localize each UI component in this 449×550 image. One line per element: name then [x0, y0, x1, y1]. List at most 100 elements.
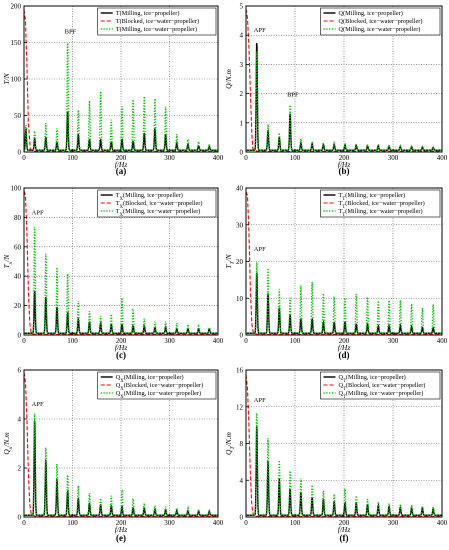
x-axis-label: f/Hz — [115, 343, 128, 352]
y-tick-label: 0 — [18, 149, 22, 157]
y-tick-label: 6 — [18, 367, 22, 375]
y-tick-label: 30 — [236, 221, 244, 229]
x-tick-label: 100 — [67, 154, 78, 162]
legend-label: QX(Milling, ice−water−propeller) — [116, 390, 201, 400]
x-tick-label: 200 — [339, 337, 350, 345]
y-tick-label: 0 — [18, 514, 22, 522]
y-tick-label: 3 — [240, 61, 244, 69]
peak-annotation: BPF — [287, 91, 299, 98]
legend-box — [97, 371, 217, 400]
legend-label: Q(Milling, ice−water−propeller) — [338, 26, 420, 33]
x-tick-label: 400 — [437, 337, 448, 345]
x-tick-label: 300 — [388, 519, 399, 527]
legend-label: T(Milling, ice−propeller) — [116, 10, 180, 17]
series-line-3 — [246, 262, 442, 334]
x-tick-label: 400 — [213, 154, 224, 162]
y-axis-label: TT/N — [224, 253, 236, 268]
y-tick-label: 4 — [18, 416, 22, 424]
y-tick-label: 0 — [240, 514, 244, 522]
legend-label: QT(Blocked, ice−water−propeller) — [338, 382, 425, 392]
x-tick-label: 300 — [388, 154, 399, 162]
legend-label: T(Milling, ice−water−propeller) — [116, 26, 197, 33]
legend-label: TX(Milling, ice−propeller) — [116, 192, 183, 202]
y-tick-label: 40 — [14, 273, 22, 281]
y-tick-label: 60 — [14, 243, 22, 251]
panel-label: (a) — [116, 166, 127, 176]
series-line-2 — [245, 374, 442, 517]
x-tick-label: 400 — [437, 154, 448, 162]
x-tick-label: 100 — [290, 519, 301, 527]
peak-annotation: BPF — [65, 29, 77, 36]
legend-label: TT(Blocked, ice−water−propeller) — [338, 200, 424, 210]
y-tick-label: 4 — [240, 477, 244, 485]
y-tick-label: 80 — [14, 214, 22, 222]
series-line-3 — [246, 413, 442, 516]
x-tick-label: 100 — [290, 337, 301, 345]
y-tick-label: 8 — [240, 440, 244, 448]
legend-label: QX(Milling, ice−propeller) — [116, 374, 184, 384]
y-tick-label: 1 — [240, 119, 244, 127]
x-tick-label: 100 — [67, 337, 78, 345]
y-tick-label: 4 — [240, 32, 244, 40]
x-tick-label: 100 — [67, 519, 78, 527]
panel-label: (f) — [340, 533, 349, 543]
chart-panel-4: 0 100 200 300 400 0 10 20 30 40 f/Hz TT/N TT(Milling… — [224, 185, 448, 361]
legend-label: QX(Blocked, ice−water−propeller) — [116, 382, 203, 392]
chart-panel-3: 0 100 200 300 400 0 20 40 60 80 100 f/Hz Tx/N TX(Mill… — [2, 185, 224, 361]
x-tick-label: 0 — [22, 154, 26, 162]
x-tick-label: 0 — [244, 337, 248, 345]
x-tick-label: 200 — [116, 337, 127, 345]
peak-annotation: APF — [32, 209, 44, 216]
legend-box — [320, 371, 441, 400]
y-tick-label: 5 — [240, 3, 244, 11]
y-tick-label: 2 — [240, 90, 244, 98]
legend-label: QT(Milling, ice−water−propeller) — [338, 390, 423, 400]
x-axis-label: f/Hz — [338, 525, 351, 534]
chart-panel-5: 0 100 200 300 400 0 2 4 6 f/Hz Qx/N.m QX(Milling, i… — [2, 367, 224, 544]
legend-box — [320, 189, 441, 218]
y-tick-label: 100 — [11, 76, 22, 84]
x-tick-label: 0 — [244, 519, 248, 527]
x-tick-label: 400 — [213, 519, 224, 527]
y-tick-label: 20 — [236, 258, 244, 266]
x-tick-label: 100 — [290, 154, 301, 162]
y-tick-label: 50 — [14, 112, 22, 120]
chart-panel-2: 0 100 200 300 400 0 1 2 3 4 5 f/Hz Q/N.m Q(Milling, i… — [224, 3, 448, 177]
peak-annotation: APF — [32, 401, 44, 408]
peak-annotation: APF — [254, 246, 266, 253]
panel-label: (b) — [339, 166, 350, 176]
panel-label: (d) — [339, 350, 350, 360]
x-tick-label: 0 — [22, 337, 26, 345]
series-line-3 — [23, 43, 218, 151]
legend-label: TT(Milling, ice−propeller) — [338, 192, 405, 202]
x-tick-label: 400 — [437, 519, 448, 527]
y-tick-label: 200 — [11, 3, 22, 11]
x-tick-label: 200 — [116, 519, 127, 527]
x-tick-label: 200 — [116, 154, 127, 162]
x-tick-label: 200 — [339, 154, 350, 162]
panel-label: (e) — [116, 533, 126, 543]
y-tick-label: 12 — [236, 403, 244, 411]
x-tick-label: 300 — [388, 337, 399, 345]
legend-label: Q(Milling, ice−propeller) — [338, 10, 402, 17]
x-tick-label: 300 — [164, 519, 175, 527]
y-tick-label: 10 — [236, 295, 244, 303]
series-line-2 — [245, 8, 442, 152]
legend-label: Q(Blocked, ice−water−propeller) — [338, 18, 422, 25]
x-tick-label: 0 — [22, 519, 26, 527]
y-axis-label: Tx/N — [2, 254, 14, 269]
x-tick-label: 0 — [244, 154, 248, 162]
x-tick-label: 300 — [164, 337, 175, 345]
x-axis-label: f/Hz — [338, 343, 351, 352]
peak-annotation: APF — [254, 27, 266, 34]
x-tick-label: 200 — [339, 519, 350, 527]
legend-label: TT(Milling, ice−water−propeller) — [338, 208, 422, 218]
y-axis-label: T/N — [2, 72, 11, 84]
series-line-3 — [24, 413, 218, 516]
peak-annotation: APF — [254, 397, 266, 404]
legend-label: TX(Blocked, ice−water−propeller) — [116, 200, 203, 210]
chart-panel-1: 0 100 200 300 400050100150200f/HzT/NT(Millin… — [2, 3, 224, 177]
legend-label: TX(Milling, ice−water−propeller) — [116, 208, 201, 218]
x-axis-label: f/Hz — [115, 160, 128, 169]
y-tick-label: 16 — [236, 367, 244, 375]
